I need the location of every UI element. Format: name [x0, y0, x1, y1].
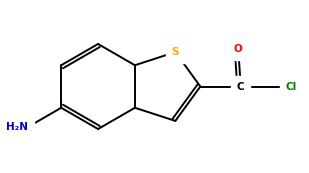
Text: H₂N: H₂N	[6, 122, 28, 132]
Text: C: C	[237, 81, 244, 92]
Text: O: O	[234, 44, 243, 54]
Text: S: S	[171, 47, 179, 57]
Text: Cl: Cl	[286, 81, 297, 92]
